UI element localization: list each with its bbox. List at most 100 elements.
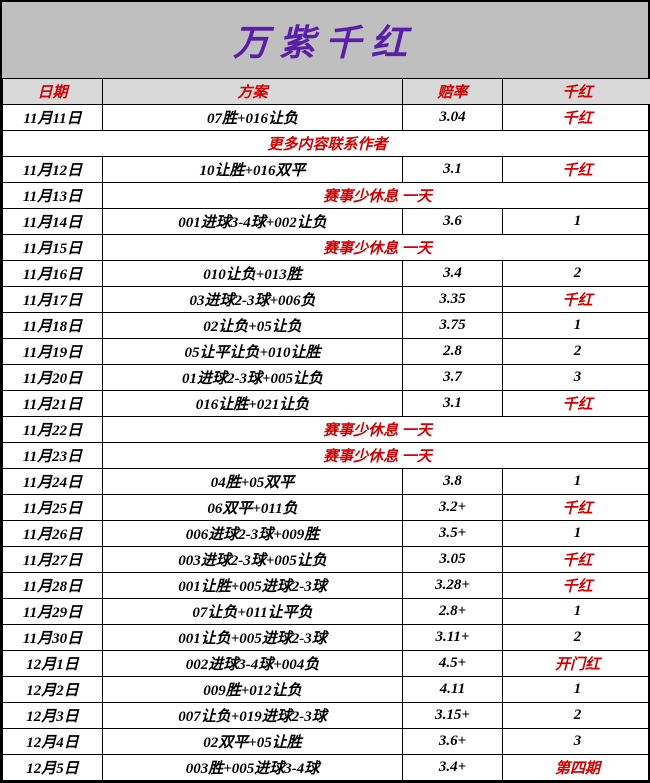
date-cell: 12月3日 <box>3 703 103 729</box>
odds-cell: 3.8 <box>403 469 503 495</box>
table-row: 11月13日赛事少休息 一天 <box>3 183 650 209</box>
table-row: 11月16日010让负+013胜3.42 <box>3 261 650 287</box>
plan-cell: 04胜+05双平 <box>103 469 403 495</box>
result-cell: 千红 <box>503 391 650 417</box>
plan-cell: 02让负+05让负 <box>103 313 403 339</box>
date-cell: 11月30日 <box>3 625 103 651</box>
result-cell: 1 <box>503 677 650 703</box>
rest-cell: 赛事少休息 一天 <box>103 235 650 261</box>
result-cell: 2 <box>503 339 650 365</box>
header-date: 日期 <box>3 79 103 105</box>
table-row: 11月17日03进球2-3球+006负3.35千红 <box>3 287 650 313</box>
odds-cell: 2.8+ <box>403 599 503 625</box>
plan-cell: 003胜+005进球3-4球 <box>103 755 403 781</box>
table-row: 11月23日赛事少休息 一天 <box>3 443 650 469</box>
result-cell: 千红 <box>503 573 650 599</box>
table-row: 11月29日07让负+011让平负2.8+1 <box>3 599 650 625</box>
table-row: 11月19日05让平让负+010让胜2.82 <box>3 339 650 365</box>
result-cell: 2 <box>503 625 650 651</box>
result-cell: 3 <box>503 729 650 755</box>
table-container: 万紫千红 日期 方案 赔率 千红 11月11日07胜+016让负3.04千红更多… <box>0 0 650 783</box>
odds-cell: 3.6 <box>403 209 503 235</box>
plan-cell: 02双平+05让胜 <box>103 729 403 755</box>
date-cell: 11月17日 <box>3 287 103 313</box>
date-cell: 11月23日 <box>3 443 103 469</box>
result-cell: 1 <box>503 521 650 547</box>
date-cell: 12月1日 <box>3 651 103 677</box>
table-row: 11月30日001让负+005进球2-3球3.11+2 <box>3 625 650 651</box>
result-cell: 千红 <box>503 157 650 183</box>
table-row: 11月20日01进球2-3球+005让负3.73 <box>3 365 650 391</box>
date-cell: 11月20日 <box>3 365 103 391</box>
result-cell: 千红 <box>503 105 650 131</box>
rest-cell: 赛事少休息 一天 <box>103 443 650 469</box>
table-row: 12月5日003胜+005进球3-4球3.4+第四期 <box>3 755 650 781</box>
result-cell: 3 <box>503 365 650 391</box>
plan-cell: 001进球3-4球+002让负 <box>103 209 403 235</box>
table-row: 11月21日016让胜+021让负3.1千红 <box>3 391 650 417</box>
date-cell: 11月26日 <box>3 521 103 547</box>
odds-cell: 3.5+ <box>403 521 503 547</box>
odds-cell: 2.8 <box>403 339 503 365</box>
rest-cell: 赛事少休息 一天 <box>103 183 650 209</box>
plan-cell: 003进球2-3球+005让负 <box>103 547 403 573</box>
odds-cell: 4.5+ <box>403 651 503 677</box>
date-cell: 11月12日 <box>3 157 103 183</box>
odds-cell: 3.05 <box>403 547 503 573</box>
table-row: 11月28日001让胜+005进球2-3球3.28+千红 <box>3 573 650 599</box>
table-row: 11月27日003进球2-3球+005让负3.05千红 <box>3 547 650 573</box>
odds-cell: 3.2+ <box>403 495 503 521</box>
plan-cell: 01进球2-3球+005让负 <box>103 365 403 391</box>
result-cell: 千红 <box>503 547 650 573</box>
date-cell: 11月15日 <box>3 235 103 261</box>
odds-cell: 3.35 <box>403 287 503 313</box>
odds-cell: 3.6+ <box>403 729 503 755</box>
table-row: 11月12日10让胜+016双平3.1千红 <box>3 157 650 183</box>
date-cell: 12月4日 <box>3 729 103 755</box>
header-plan: 方案 <box>103 79 403 105</box>
date-cell: 11月16日 <box>3 261 103 287</box>
date-cell: 11月29日 <box>3 599 103 625</box>
plan-cell: 03进球2-3球+006负 <box>103 287 403 313</box>
result-cell: 1 <box>503 469 650 495</box>
date-cell: 11月19日 <box>3 339 103 365</box>
odds-cell: 3.7 <box>403 365 503 391</box>
table-row: 11月18日02让负+05让负3.751 <box>3 313 650 339</box>
date-cell: 11月18日 <box>3 313 103 339</box>
plan-cell: 05让平让负+010让胜 <box>103 339 403 365</box>
odds-cell: 3.04 <box>403 105 503 131</box>
data-table: 日期 方案 赔率 千红 11月11日07胜+016让负3.04千红更多内容联系作… <box>2 78 650 781</box>
date-cell: 11月25日 <box>3 495 103 521</box>
header-result: 千红 <box>503 79 650 105</box>
table-row: 11月25日06双平+011负3.2+千红 <box>3 495 650 521</box>
plan-cell: 001让负+005进球2-3球 <box>103 625 403 651</box>
result-cell: 1 <box>503 209 650 235</box>
plan-cell: 007让负+019进球2-3球 <box>103 703 403 729</box>
result-cell: 2 <box>503 703 650 729</box>
date-cell: 11月14日 <box>3 209 103 235</box>
odds-cell: 3.1 <box>403 391 503 417</box>
odds-cell: 3.4 <box>403 261 503 287</box>
plan-cell: 016让胜+021让负 <box>103 391 403 417</box>
odds-cell: 3.28+ <box>403 573 503 599</box>
date-cell: 11月11日 <box>3 105 103 131</box>
date-cell: 11月27日 <box>3 547 103 573</box>
odds-cell: 3.75 <box>403 313 503 339</box>
table-row: 11月26日006进球2-3球+009胜3.5+1 <box>3 521 650 547</box>
result-cell: 开门红 <box>503 651 650 677</box>
plan-cell: 002进球3-4球+004负 <box>103 651 403 677</box>
date-cell: 12月2日 <box>3 677 103 703</box>
plan-cell: 010让负+013胜 <box>103 261 403 287</box>
table-row: 11月24日04胜+05双平3.81 <box>3 469 650 495</box>
odds-cell: 3.15+ <box>403 703 503 729</box>
table-row: 12月2日009胜+012让负4.111 <box>3 677 650 703</box>
result-cell: 第四期 <box>503 755 650 781</box>
plan-cell: 06双平+011负 <box>103 495 403 521</box>
date-cell: 11月22日 <box>3 417 103 443</box>
page-title: 万紫千红 <box>2 2 648 78</box>
result-cell: 1 <box>503 599 650 625</box>
plan-cell: 07让负+011让平负 <box>103 599 403 625</box>
date-cell: 11月13日 <box>3 183 103 209</box>
result-cell: 千红 <box>503 495 650 521</box>
result-cell: 千红 <box>503 287 650 313</box>
